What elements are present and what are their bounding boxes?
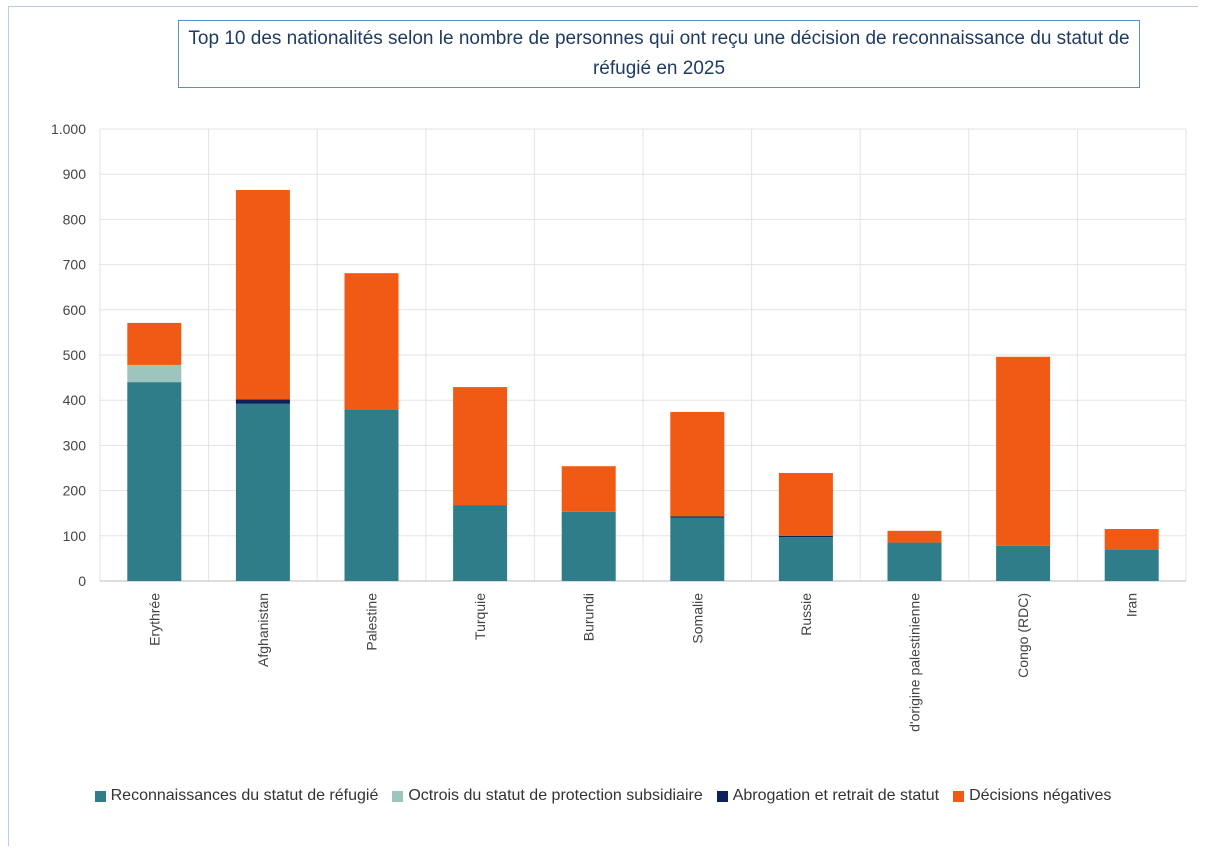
legend-item: Octrois du statut de protection subsidia… — [392, 787, 703, 805]
y-tick-label: 100 — [63, 528, 87, 544]
bar-segment — [996, 545, 1051, 581]
bar-segment — [778, 537, 833, 581]
legend-swatch — [94, 790, 106, 802]
y-tick-label: 600 — [63, 302, 87, 318]
legend-label: Abrogation et retrait de statut — [732, 787, 940, 804]
x-tick-label: Somalie — [689, 593, 705, 644]
bar-segment — [1104, 529, 1159, 550]
y-tick-label: 800 — [63, 211, 87, 227]
y-tick-label: 300 — [63, 437, 87, 453]
bar-segment — [453, 387, 508, 506]
y-tick-label: 700 — [63, 257, 87, 273]
legend-swatch — [392, 790, 404, 802]
x-tick-label: Erythrée — [146, 593, 162, 646]
chart: 0 100 200 300 400 500 600 700 800 900 1.000 Erythré… — [51, 121, 1187, 732]
y-tick-label: 0 — [78, 573, 86, 589]
bar-segment — [127, 364, 182, 383]
bar-segment — [453, 505, 508, 581]
legend-label: Reconnaissances du statut de réfugié — [110, 787, 379, 804]
x-tick-label: Turquie — [472, 593, 488, 640]
bar-segment — [778, 472, 833, 536]
legend-item: Abrogation et retrait de statut — [716, 787, 940, 805]
legend-item: Reconnaissances du statut de réfugié — [94, 787, 379, 805]
bar-segment — [344, 273, 399, 410]
x-tick-label: Palestine — [364, 593, 380, 651]
legend-swatch — [953, 790, 965, 802]
bar-segment — [235, 403, 290, 581]
bar-segment — [561, 511, 616, 581]
bar-segment — [561, 466, 616, 512]
y-tick-label: 1.000 — [51, 121, 86, 137]
bar-segment — [344, 409, 399, 581]
y-tick-label: 200 — [63, 483, 87, 499]
bar-segment — [670, 516, 725, 518]
chart-frame — [8, 6, 1198, 846]
x-tick-label: Burundi — [581, 593, 597, 641]
y-tick-label: 900 — [63, 166, 87, 182]
legend-item: Décisions négatives — [953, 787, 1111, 805]
x-tick-label: d'origine palestinienne — [907, 593, 923, 732]
bar-segment — [996, 356, 1051, 546]
bar-segment — [127, 322, 182, 365]
legend-label: Décisions négatives — [969, 787, 1112, 804]
bar-segment — [670, 411, 725, 517]
bar-segment — [127, 382, 182, 581]
x-tick-label: Afghanistan — [255, 593, 271, 667]
y-tick-label: 400 — [63, 392, 87, 408]
chart-title: Top 10 des nationalités selon le nombre … — [178, 20, 1140, 88]
legend-label: Octrois du statut de protection subsidia… — [408, 787, 703, 804]
bar-segment — [235, 190, 290, 400]
bar-segment — [1104, 549, 1159, 581]
legend: Reconnaissances du statut de réfugié Octr… — [0, 787, 1206, 805]
y-tick-label: 500 — [63, 347, 87, 363]
bar-segment — [670, 517, 725, 581]
bar-segment — [778, 535, 833, 538]
bar-segment — [235, 399, 290, 404]
x-tick-label: Iran — [1124, 593, 1140, 617]
x-tick-label: Congo (RDC) — [1015, 593, 1031, 678]
x-tick-label: Russie — [798, 593, 814, 636]
bar-segment — [887, 530, 942, 543]
bar-segment — [887, 542, 942, 581]
legend-swatch — [716, 790, 728, 802]
